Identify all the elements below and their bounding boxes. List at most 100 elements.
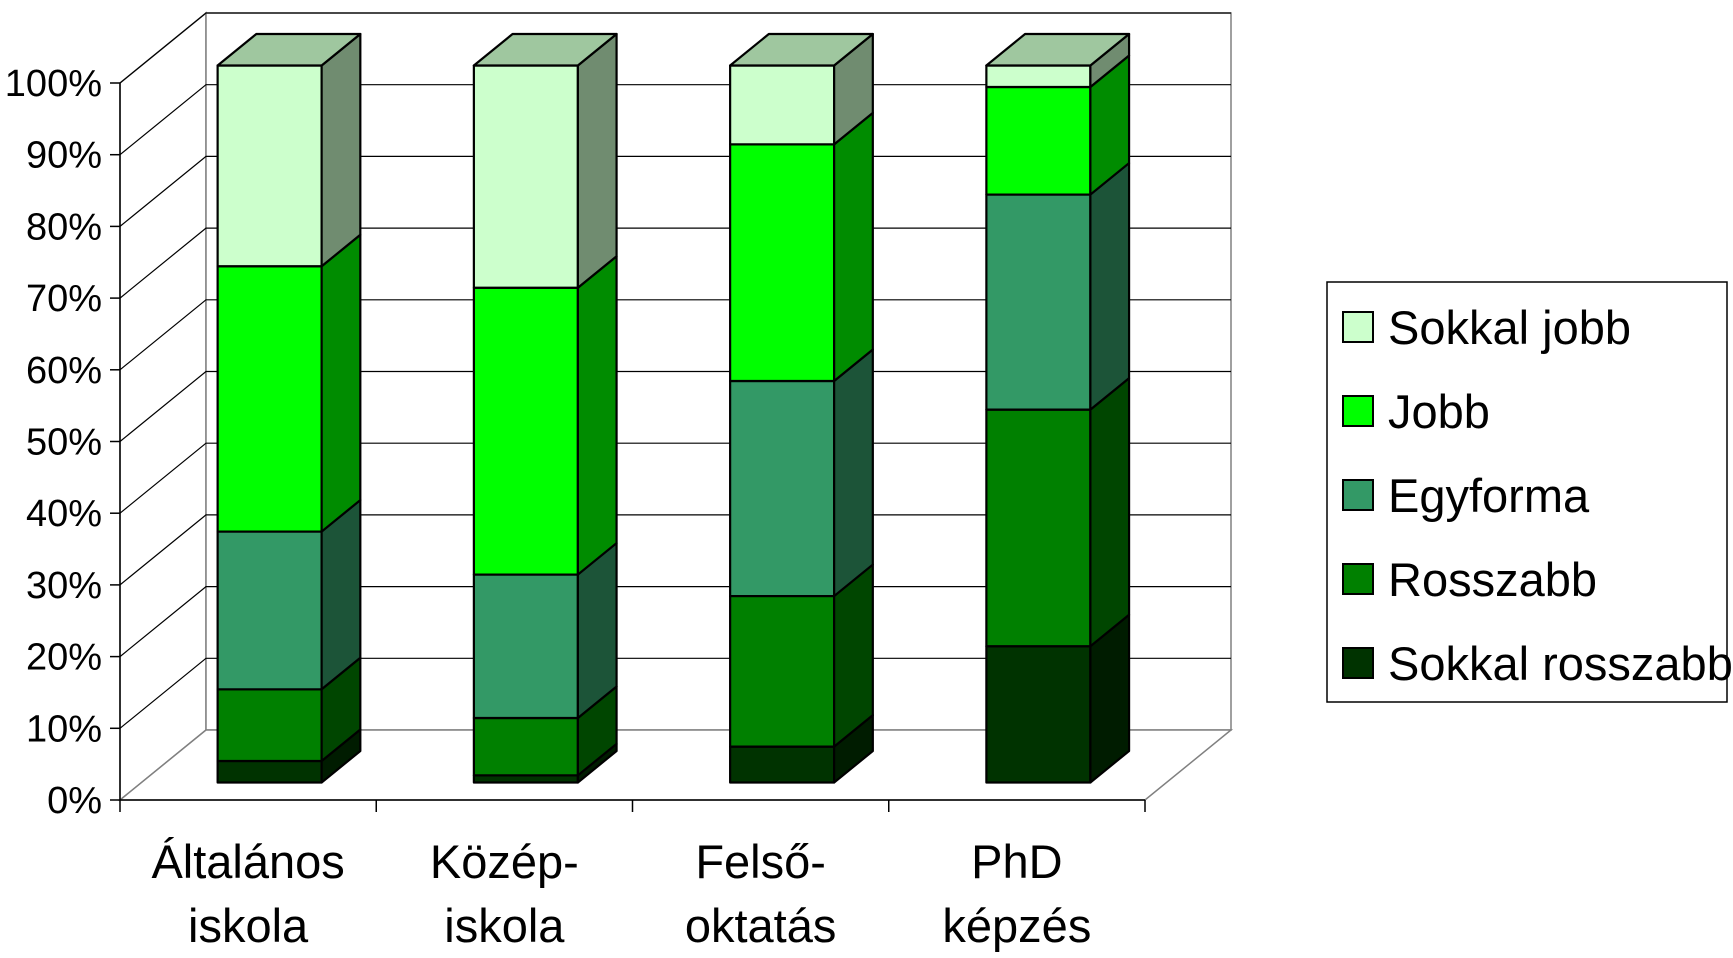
y-tick-label: 0% xyxy=(47,780,102,822)
bar-segment xyxy=(729,111,874,383)
bar-front xyxy=(216,688,323,763)
legend-label: Rosszabb xyxy=(1388,553,1597,606)
legend-box xyxy=(1326,281,1728,703)
bar-front xyxy=(472,716,579,777)
bar-stack-2 xyxy=(472,32,618,784)
bar-front xyxy=(729,745,836,784)
bar-segment xyxy=(985,32,1131,89)
legend-item: Jobb xyxy=(1342,385,1490,438)
legend-swatch xyxy=(1342,647,1374,679)
bar-segment xyxy=(729,348,874,598)
category-label: Általános xyxy=(151,835,344,888)
bar-front xyxy=(729,143,836,383)
gridline xyxy=(119,12,1231,84)
y-tick-label: 90% xyxy=(26,135,102,177)
bar-segment xyxy=(472,255,618,576)
bar-segment xyxy=(472,541,618,720)
y-tick-label: 20% xyxy=(26,637,102,679)
legend-swatch xyxy=(1342,311,1374,343)
legend-swatch xyxy=(1342,479,1374,511)
legend-item: Egyforma xyxy=(1342,469,1590,522)
legend-label: Jobb xyxy=(1388,385,1490,438)
bar-side xyxy=(320,498,362,691)
bar-stack-3 xyxy=(729,32,874,784)
bars xyxy=(216,32,1131,784)
x-axis-category-labels: Általános iskola Közép-iskola Felső-oktatás… xyxy=(119,800,1146,952)
bar-segment xyxy=(985,613,1131,784)
bar-front xyxy=(985,408,1092,648)
y-tick-label: 70% xyxy=(26,278,102,320)
bar-segment xyxy=(216,32,362,268)
bar-front xyxy=(729,64,836,146)
category-label: Közép- xyxy=(430,835,579,888)
bar-stack-4 xyxy=(985,32,1131,784)
bar-side xyxy=(320,233,362,533)
bar-front xyxy=(472,286,579,576)
category-label: iskola xyxy=(188,899,309,952)
gridline xyxy=(119,585,1231,658)
bar-front xyxy=(985,193,1092,411)
legend-item: Sokkal rosszabb xyxy=(1342,637,1733,690)
bar-segment xyxy=(985,377,1131,648)
gridline xyxy=(119,227,1231,299)
y-tick-label: 40% xyxy=(26,493,102,535)
bar-segment xyxy=(472,742,618,784)
y-tick-label: 60% xyxy=(26,350,102,392)
bar-top xyxy=(729,32,874,67)
legend-item: Sokkal jobb xyxy=(1342,301,1631,354)
category-label: Felső- xyxy=(695,835,826,888)
gridline xyxy=(119,299,1231,371)
bar-front xyxy=(472,64,579,289)
gridline xyxy=(119,155,1231,227)
y-tick-label: 10% xyxy=(26,708,102,750)
category-label: oktatás xyxy=(685,899,837,952)
category-label: PhD xyxy=(971,835,1062,888)
bar-side xyxy=(320,32,362,268)
legend: Sokkal jobb Jobb Egyforma Rosszabb Sokkal ro… xyxy=(1326,281,1733,703)
bar-top xyxy=(985,32,1131,67)
bar-stack-1 xyxy=(216,32,362,784)
bar-front xyxy=(729,379,836,598)
bar-segment xyxy=(216,656,362,763)
gridline xyxy=(119,442,1231,514)
bar-top xyxy=(216,32,362,67)
legend-label: Sokkal jobb xyxy=(1388,301,1631,354)
bar-front xyxy=(216,265,323,533)
bar-front xyxy=(216,530,323,691)
bar-front xyxy=(985,85,1092,196)
bar-side xyxy=(576,32,618,289)
category-label: iskola xyxy=(444,899,565,952)
bar-front xyxy=(472,573,579,720)
bar-side xyxy=(833,111,874,383)
bar-side xyxy=(1089,377,1131,648)
y-tick-label: 80% xyxy=(26,206,102,248)
bar-front xyxy=(216,64,323,268)
bar-segment xyxy=(729,32,874,146)
bar-front xyxy=(985,645,1092,784)
bar-front xyxy=(729,594,836,748)
legend-label: Egyforma xyxy=(1388,469,1590,522)
bar-side xyxy=(576,255,618,576)
bar-side xyxy=(833,348,874,598)
legend-item: Rosszabb xyxy=(1342,553,1597,606)
legend-label: Sokkal rosszabb xyxy=(1388,637,1733,690)
bar-segment xyxy=(985,161,1131,411)
bar-front xyxy=(216,759,323,784)
bar-front xyxy=(985,64,1092,89)
gridlines xyxy=(119,12,1231,729)
gridline xyxy=(119,84,1231,156)
category-label: képzés xyxy=(942,899,1091,952)
legend-swatch xyxy=(1342,563,1374,595)
gridline xyxy=(119,514,1231,586)
y-tick-label: 30% xyxy=(26,565,102,607)
bar-segment xyxy=(216,233,362,533)
bar-side xyxy=(1089,161,1131,411)
bar-segment xyxy=(985,54,1131,196)
gridline xyxy=(119,657,1231,729)
y-axis-tick-labels: 0% 10% 20% 30% 40% 50% 60% 70% 80% 90% 100% xyxy=(5,63,120,822)
y-tick-label: 100% xyxy=(5,63,102,105)
legend-swatch xyxy=(1342,395,1374,427)
y-tick-label: 50% xyxy=(26,422,102,464)
bar-segment xyxy=(472,32,618,289)
